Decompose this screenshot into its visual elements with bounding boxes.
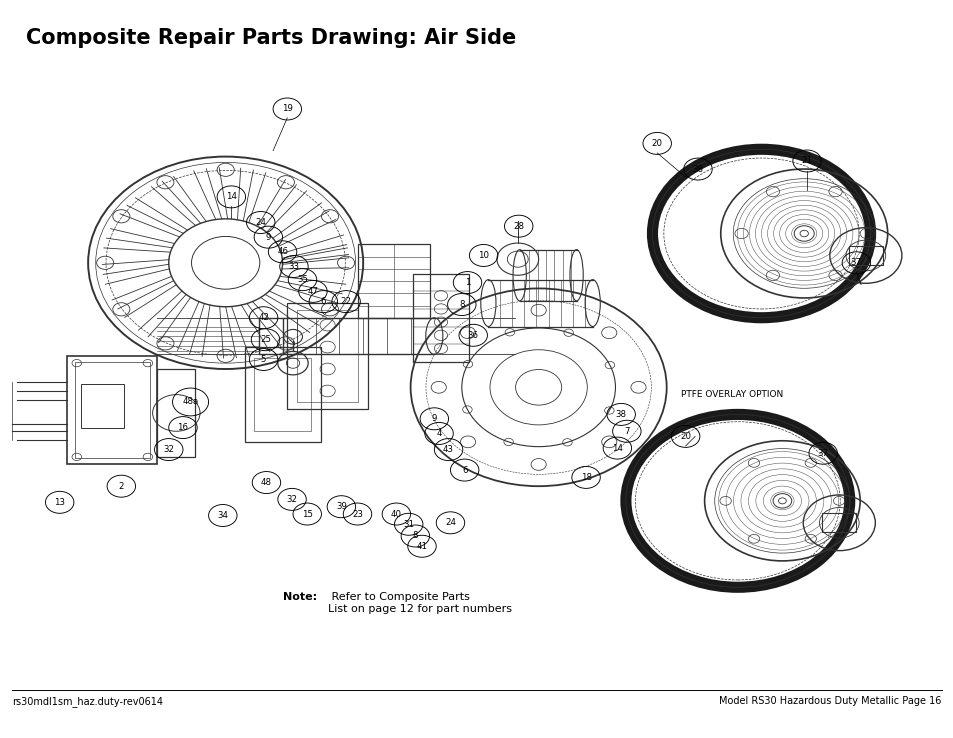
Text: 36: 36: [467, 331, 478, 339]
Text: 31: 31: [403, 520, 414, 529]
Bar: [157, 369, 195, 457]
Bar: [821, 514, 856, 532]
Text: 46: 46: [276, 247, 288, 256]
Bar: [848, 246, 882, 265]
Text: PTFE OVERLAY OPTION: PTFE OVERLAY OPTION: [680, 390, 782, 399]
Text: 8: 8: [412, 531, 417, 540]
Text: 48a: 48a: [182, 398, 198, 407]
Bar: [253, 358, 311, 431]
Text: Refer to Composite Parts
List on page 12 for part numbers: Refer to Composite Parts List on page 12…: [328, 593, 512, 614]
Text: 24: 24: [444, 518, 456, 528]
Text: 23: 23: [352, 509, 362, 519]
Text: 14: 14: [611, 444, 622, 452]
Text: 9: 9: [265, 232, 271, 241]
Text: 37: 37: [817, 449, 828, 458]
Text: 4: 4: [436, 429, 441, 438]
Text: 2: 2: [118, 482, 124, 491]
Text: 21: 21: [801, 156, 812, 165]
Text: 38: 38: [692, 165, 702, 173]
Text: 34: 34: [217, 511, 228, 520]
Text: 22: 22: [340, 297, 352, 306]
Bar: [412, 274, 469, 362]
Text: 32: 32: [163, 445, 174, 454]
Text: 39: 39: [335, 502, 347, 511]
Text: 28: 28: [513, 221, 524, 231]
Text: 32: 32: [286, 495, 297, 504]
Text: 38: 38: [615, 410, 626, 419]
Text: Note:: Note:: [282, 593, 316, 602]
Text: 33: 33: [288, 262, 299, 271]
Text: 14: 14: [226, 193, 236, 201]
Text: 5: 5: [260, 355, 266, 364]
Bar: [287, 303, 368, 410]
Text: 43: 43: [442, 445, 454, 454]
Bar: [244, 347, 320, 442]
Text: 24: 24: [255, 218, 266, 227]
Text: 19: 19: [281, 105, 293, 114]
Text: 7: 7: [623, 427, 629, 435]
Text: 37: 37: [850, 258, 861, 267]
Bar: [68, 356, 157, 464]
Text: Model RS30 Hazardous Duty Metallic Page 16: Model RS30 Hazardous Duty Metallic Page …: [719, 696, 941, 706]
Text: 42: 42: [258, 313, 269, 323]
Text: rs30mdl1sm_haz.duty-rev0614: rs30mdl1sm_haz.duty-rev0614: [12, 696, 163, 706]
Bar: [74, 362, 150, 458]
Text: 25: 25: [260, 335, 271, 344]
Text: 1: 1: [464, 278, 470, 287]
Text: 8: 8: [458, 300, 464, 309]
Bar: [258, 318, 282, 354]
Text: 16: 16: [177, 423, 189, 432]
Text: Composite Repair Parts Drawing: Air Side: Composite Repair Parts Drawing: Air Side: [27, 29, 517, 49]
Text: 20: 20: [679, 432, 690, 441]
Text: 6: 6: [320, 297, 326, 306]
Text: 40: 40: [391, 509, 401, 519]
Text: 18: 18: [580, 473, 591, 482]
Text: 20: 20: [651, 139, 662, 148]
Text: 9: 9: [431, 414, 436, 424]
Bar: [81, 384, 124, 427]
Bar: [358, 244, 429, 318]
Text: 41: 41: [416, 542, 427, 551]
Text: 15: 15: [301, 509, 313, 519]
Text: 10: 10: [477, 251, 489, 260]
Text: 13: 13: [54, 498, 65, 507]
Text: 48: 48: [261, 478, 272, 487]
Text: 35: 35: [296, 275, 308, 284]
Text: 47: 47: [307, 287, 318, 296]
Text: 6: 6: [461, 466, 467, 475]
Bar: [296, 311, 358, 402]
